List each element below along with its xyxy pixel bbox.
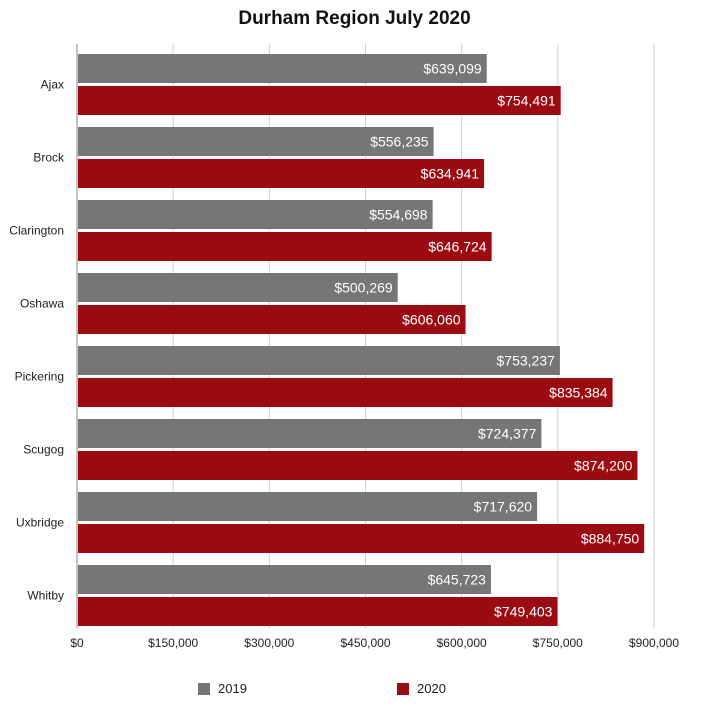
data-label: $645,723 [428,572,487,588]
category-label: Scugog [23,443,64,457]
legend-swatch-2019 [198,682,210,695]
legend-item-2019: 2019 [198,681,247,696]
x-tick-label: $750,000 [533,636,583,650]
bar-2019-brock [78,127,434,156]
bar-2019-oshawa [78,273,398,302]
data-label: $874,200 [574,458,633,474]
x-tick-label: $0 [70,636,84,650]
data-label: $634,941 [421,166,480,182]
bars: $639,099 $754,491 $556,235 $634,941 $554,698… [78,54,645,626]
x-tick-label: $900,000 [629,636,679,650]
x-tick-label: $300,000 [244,636,294,650]
x-tick-label: $600,000 [437,636,487,650]
bar-2020-ajax [78,86,561,115]
data-label: $639,099 [423,61,482,77]
bar-2020-oshawa [78,305,466,334]
data-label: $646,724 [428,239,487,255]
category-label: Uxbridge [16,516,64,530]
bar-2020-whitby [78,597,558,626]
data-label: $749,403 [494,604,553,620]
category-label: Oshawa [20,297,64,311]
bar-2019-ajax [78,54,487,83]
category-label: Ajax [41,78,64,92]
data-label: $556,235 [370,134,429,150]
data-label: $724,377 [478,426,537,442]
data-label: $554,698 [369,207,428,223]
chart-title: Durham Region July 2020 [238,8,471,29]
bar-2020-brock [78,159,485,188]
bar-2019-clarington [78,200,433,229]
data-label: $884,750 [581,531,640,547]
data-label: $835,384 [549,385,608,401]
bar-2019-scugog [78,419,542,448]
data-label: $717,620 [474,499,533,515]
legend-swatch-2020 [397,682,409,695]
x-tick-label: $150,000 [148,636,198,650]
bar-2020-pickering [78,378,613,407]
data-label: $753,237 [497,353,556,369]
category-labels: Ajax Brock Clarington Oshawa Pickering Scugog… [9,78,65,603]
category-label: Whitby [27,589,64,603]
category-label: Pickering [15,370,64,384]
legend-item-2020: 2020 [397,681,446,696]
data-label: $606,060 [402,312,461,328]
data-label: $500,269 [334,280,393,296]
bar-2020-clarington [78,232,492,261]
bar-2020-scugog [78,451,638,480]
chart-legend: 2019 2020 [0,681,709,701]
bar-2020-uxbridge [78,524,645,553]
legend-label-2020: 2020 [417,681,446,696]
category-label: Clarington [9,224,64,238]
x-tick-label: $450,000 [340,636,390,650]
bar-2019-whitby [78,565,491,594]
legend-label-2019: 2019 [218,681,247,696]
data-label: $754,491 [497,93,556,109]
category-label: Brock [33,151,65,165]
bar-2019-pickering [78,346,560,375]
bar-2019-uxbridge [78,492,538,521]
x-axis-tick-labels: $0 $150,000 $300,000 $450,000 $600,000 $750,0… [70,636,679,650]
